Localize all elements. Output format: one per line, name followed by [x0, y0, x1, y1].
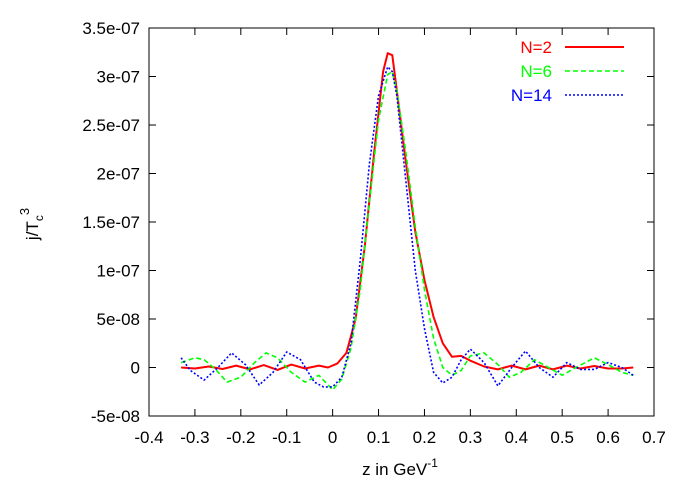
svg-text:j/Tc3: j/Tc3: [17, 208, 46, 241]
y-tick-label: 5e-08: [97, 310, 140, 329]
x-tick-label: -0.2: [226, 428, 255, 447]
plot-frame: [148, 27, 655, 417]
y-tick-label: 3.5e-07: [82, 19, 140, 38]
svg-text:z in GeV-1: z in GeV-1: [362, 456, 438, 479]
series-line-n2: [181, 52, 634, 371]
y-tick-label: 2e-07: [97, 165, 140, 184]
y-axis-title: j/Tc3: [17, 208, 46, 241]
x-tick-label: -0.4: [134, 428, 163, 447]
x-tick-label: -0.3: [180, 428, 209, 447]
series-lines: [180, 52, 634, 391]
x-axis-title-exponent: -1: [427, 456, 438, 470]
x-tick-label: 0.4: [504, 428, 528, 447]
y-tick-label: 3e-07: [97, 68, 140, 87]
x-axis-title-main: z in GeV: [362, 460, 428, 479]
legend: N=2 N=6 N=14: [511, 38, 624, 105]
series-line-n6: [180, 70, 634, 391]
x-axis-title: z in GeV-1: [362, 456, 438, 479]
x-tick-label: 0.3: [459, 428, 483, 447]
x-tick-label: 0.6: [596, 428, 620, 447]
y-axis-title-exponent: 3: [17, 208, 32, 215]
y-tick-label: 1e-07: [97, 262, 140, 281]
legend-label: N=14: [511, 86, 552, 105]
x-tick-label: 0.5: [550, 428, 574, 447]
x-tick-label: 0.1: [367, 428, 391, 447]
x-tick-label: 0.7: [642, 428, 666, 447]
y-axis-title-main: j/T: [23, 221, 42, 241]
y-tick-label: -5e-08: [91, 407, 140, 426]
legend-label: N=6: [520, 62, 552, 81]
y-tick-label: 2.5e-07: [82, 116, 140, 135]
x-tick-label: -0.1: [272, 428, 301, 447]
series-line-n14: [180, 66, 634, 388]
ticks: -0.4 -0.3 -0.2 -0.1 0 0.1 0.2 0.3 0.4 0.5 0.6 0.7 -5…: [82, 19, 665, 447]
x-tick-label: 0: [328, 428, 337, 447]
legend-label: N=2: [520, 38, 552, 57]
x-tick-label: 0.2: [413, 428, 437, 447]
y-tick-label: 0: [131, 359, 140, 378]
y-axis-title-subscript: c: [32, 215, 46, 221]
y-tick-label: 1.5e-07: [82, 213, 140, 232]
